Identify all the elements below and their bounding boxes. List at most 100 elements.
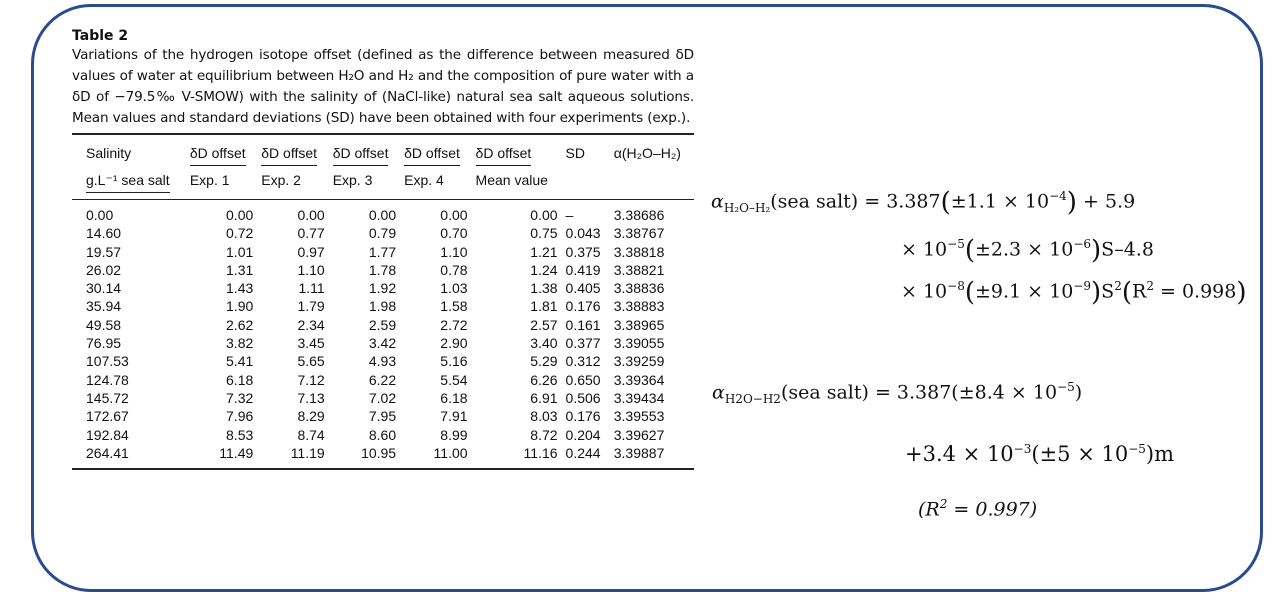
- cell-mean: 1.24: [530, 261, 558, 278]
- cell-exp1: 7.32: [226, 389, 254, 406]
- regression-equation-1: αH₂O–H₂(sea salt) = 3.387(±1.1 × 10−4) +…: [711, 178, 1247, 311]
- cell-exp2: 7.13: [297, 389, 325, 406]
- cell-exp1: 3.82: [226, 335, 254, 352]
- cell-salinity: 264.41: [72, 443, 186, 471]
- cell-salinity: 107.53: [86, 353, 129, 370]
- cell-sd: 0.419: [565, 261, 601, 278]
- cell-mean: 1.81: [530, 298, 558, 315]
- cell-exp3: 6.22: [368, 371, 397, 388]
- cell-sd: 0.506: [565, 389, 601, 406]
- cell-exp3: 7.02: [368, 389, 397, 406]
- cell-sd: 0.312: [565, 353, 601, 370]
- cell-exp4: 5.54: [440, 371, 468, 388]
- table-row: 264.41 11.49 11.19 10.95 11.00 11.16 0.244 3.39…: [72, 443, 694, 471]
- table-row: 107.53 5.41 5.65 4.93 5.16 5.29 0.312 3.39259: [72, 352, 694, 370]
- cell-exp4: 0.70: [440, 225, 468, 242]
- cell-salinity: 35.94: [86, 298, 122, 315]
- cell-mean: 8.03: [530, 408, 558, 425]
- cell-exp2: 0.00: [297, 207, 325, 223]
- cell-mean: 11.16: [471, 443, 562, 471]
- subheader-exp2: Exp. 2: [257, 166, 329, 200]
- subheader-units: g.L⁻¹ sea salt: [72, 166, 186, 200]
- table-row: 124.78 6.18 7.12 6.22 5.54 6.26 0.650 3.39364: [72, 371, 694, 389]
- table-row: 19.57 1.01 0.97 1.77 1.10 1.21 0.375 3.38818: [72, 243, 694, 261]
- cell-mean: 0.75: [530, 225, 558, 242]
- table-row: 145.72 7.32 7.13 7.02 6.18 6.91 0.506 3.39434: [72, 389, 694, 407]
- cell-exp4: 11.00: [400, 443, 472, 471]
- cell-exp2: 0.97: [297, 243, 325, 260]
- cell-salinity: 14.60: [86, 225, 122, 242]
- cell-exp3: 2.59: [368, 316, 397, 333]
- cell-exp2: 0.77: [297, 225, 325, 242]
- cell-exp2: 5.65: [297, 353, 325, 370]
- cell-exp1: 11.49: [185, 443, 258, 471]
- cell-mean: 0.00: [530, 207, 558, 223]
- cell-sd: –: [565, 207, 574, 223]
- cell-exp4: 5.16: [440, 353, 468, 370]
- subheader-exp1: Exp. 1: [185, 166, 258, 200]
- cell-exp3: 1.78: [368, 261, 397, 278]
- cell-alpha: 3.38836: [613, 280, 665, 297]
- header-row: Salinity δD offset δD offset δD offset δ…: [72, 133, 694, 166]
- cell-exp3: 7.95: [368, 408, 397, 425]
- cell-salinity: 0.00: [86, 207, 114, 223]
- col-header-salinity: Salinity: [72, 133, 186, 166]
- equation-1-line-1: αH₂O–H₂(sea salt) = 3.387(±1.1 × 10−4) +…: [711, 187, 1136, 218]
- subheader-exp3: Exp. 3: [328, 166, 401, 200]
- subheader-row: g.L⁻¹ sea salt Exp. 1 Exp. 2 Exp. 3 Exp.…: [72, 166, 694, 200]
- cell-mean: 3.40: [530, 335, 558, 352]
- cell-exp2: 8.74: [297, 426, 325, 443]
- subheader-sd: [561, 166, 610, 200]
- equation-2-line-1: αH2O−H2(sea salt) = 3.387(±8.4 × 10−5): [712, 380, 1083, 407]
- cell-alpha: 3.38965: [613, 316, 665, 333]
- cell-salinity: 192.84: [86, 426, 129, 443]
- cell-exp4: 1.03: [440, 280, 468, 297]
- cell-exp1: 5.41: [226, 353, 254, 370]
- cell-salinity: 30.14: [86, 280, 122, 297]
- col-header-sd: SD: [561, 133, 610, 166]
- cell-alpha: 3.39887: [609, 443, 694, 471]
- cell-mean: 1.38: [530, 280, 558, 297]
- cell-alpha: 3.38818: [613, 243, 665, 260]
- table-row: 49.58 2.62 2.34 2.59 2.72 2.57 0.161 3.38965: [72, 316, 694, 334]
- cell-mean: 5.29: [530, 353, 558, 370]
- cell-salinity: 145.72: [86, 389, 129, 406]
- col-header-mean: δD offset: [471, 133, 562, 166]
- cell-sd: 0.405: [565, 280, 601, 297]
- cell-salinity: 49.58: [86, 316, 122, 333]
- table-label: Table 2: [72, 28, 129, 44]
- cell-exp4: 0.00: [440, 207, 468, 223]
- data-table: Salinity δD offset δD offset δD offset δ…: [72, 133, 694, 471]
- cell-alpha: 3.38686: [613, 207, 665, 223]
- cell-exp4: 8.99: [440, 426, 468, 443]
- rounded-border-frame: [31, 4, 1263, 592]
- cell-exp3: 4.93: [368, 353, 397, 370]
- regression-equation-2: αH2O−H2(sea salt) = 3.387(±8.4 × 10−5) +…: [712, 362, 1174, 534]
- table-row: 76.95 3.82 3.45 3.42 2.90 3.40 0.377 3.39055: [72, 334, 694, 352]
- col-header-exp1: δD offset: [185, 133, 258, 166]
- cell-exp1: 2.62: [226, 316, 254, 333]
- cell-sd: 0.176: [565, 408, 601, 425]
- cell-exp3: 3.42: [368, 335, 397, 352]
- cell-mean: 8.72: [530, 426, 558, 443]
- cell-sd: 0.244: [561, 443, 610, 471]
- table-caption: Variations of the hydrogen isotope offse…: [72, 47, 694, 126]
- cell-mean: 1.21: [530, 243, 558, 260]
- cell-exp1: 8.53: [226, 426, 254, 443]
- table-row: 26.02 1.31 1.10 1.78 0.78 1.24 0.419 3.38821: [72, 261, 694, 279]
- cell-exp4: 7.91: [440, 408, 468, 425]
- cell-exp2: 7.12: [297, 371, 325, 388]
- table-row: 14.60 0.72 0.77 0.79 0.70 0.75 0.043 3.38767: [72, 224, 694, 242]
- cell-exp1: 6.18: [226, 371, 254, 388]
- table-row: 0.00 0.00 0.00 0.00 0.00 0.00–3.38686: [72, 200, 694, 225]
- table-row: 172.67 7.96 8.29 7.95 7.91 8.03 0.176 3.39553: [72, 407, 694, 425]
- cell-exp4: 2.72: [440, 316, 468, 333]
- cell-exp2: 11.19: [257, 443, 329, 471]
- cell-exp3: 1.92: [368, 280, 397, 297]
- cell-salinity: 124.78: [86, 371, 129, 388]
- col-header-alpha: α(H₂O–H₂): [609, 133, 694, 166]
- table-row: 30.14 1.43 1.11 1.92 1.03 1.38 0.405 3.38836: [72, 279, 694, 297]
- cell-exp4: 1.10: [440, 243, 468, 260]
- equation-2-line-3: (R2 = 0.997): [918, 497, 1038, 521]
- cell-alpha: 3.39434: [613, 389, 665, 406]
